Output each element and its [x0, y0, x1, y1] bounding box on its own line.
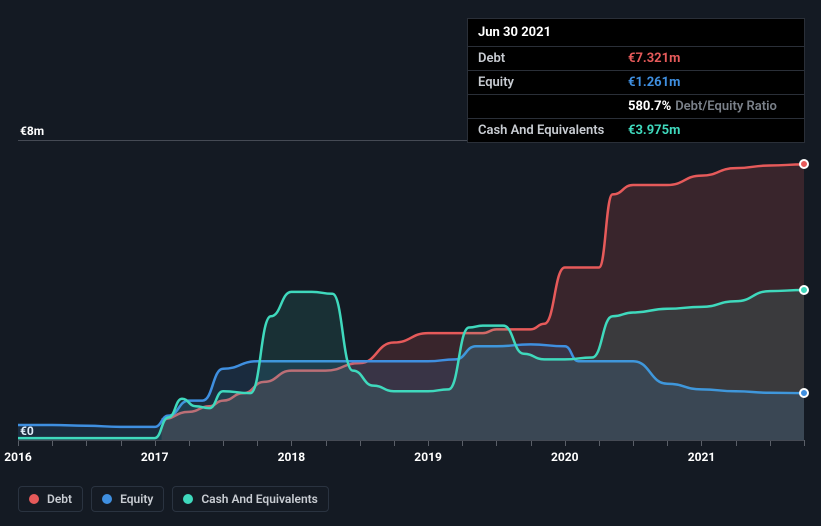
tooltip-row: Equity€1.261m	[468, 70, 804, 94]
tooltip-row: Cash And Equivalents€3.975m	[468, 118, 804, 142]
tooltip-row-label: Equity	[478, 75, 628, 90]
series-end-marker	[799, 285, 809, 295]
legend-item-debt[interactable]: Debt	[18, 486, 83, 512]
tooltip-row: Debt€7.321m	[468, 46, 804, 70]
tooltip-row-label: Cash And Equivalents	[478, 123, 628, 138]
legend-dot-icon	[29, 494, 39, 504]
debt-equity-chart: Jun 30 2021 Debt€7.321mEquity€1.261m580.…	[0, 0, 821, 526]
legend-label: Equity	[120, 492, 153, 506]
legend-item-equity[interactable]: Equity	[91, 486, 164, 512]
legend-label: Debt	[47, 492, 72, 506]
tooltip-row-value: 580.7%	[628, 99, 671, 114]
tooltip-row-label: Debt	[478, 51, 628, 66]
chart-legend: Debt Equity Cash And Equivalents	[18, 486, 329, 512]
tooltip-row: 580.7% Debt/Equity Ratio	[468, 94, 804, 118]
legend-dot-icon	[102, 494, 112, 504]
tooltip-row-value: €3.975m	[628, 123, 680, 138]
tooltip-row-extra: Debt/Equity Ratio	[675, 99, 777, 114]
tooltip-row-value: €7.321m	[628, 51, 680, 66]
series-end-marker	[799, 388, 809, 398]
legend-dot-icon	[183, 494, 193, 504]
chart-tooltip: Jun 30 2021 Debt€7.321mEquity€1.261m580.…	[467, 18, 805, 143]
tooltip-date: Jun 30 2021	[468, 19, 804, 46]
legend-item-cash-and-equivalents[interactable]: Cash And Equivalents	[172, 486, 329, 512]
series-end-marker	[799, 159, 809, 169]
legend-label: Cash And Equivalents	[201, 492, 318, 506]
tooltip-row-value: €1.261m	[628, 75, 680, 90]
